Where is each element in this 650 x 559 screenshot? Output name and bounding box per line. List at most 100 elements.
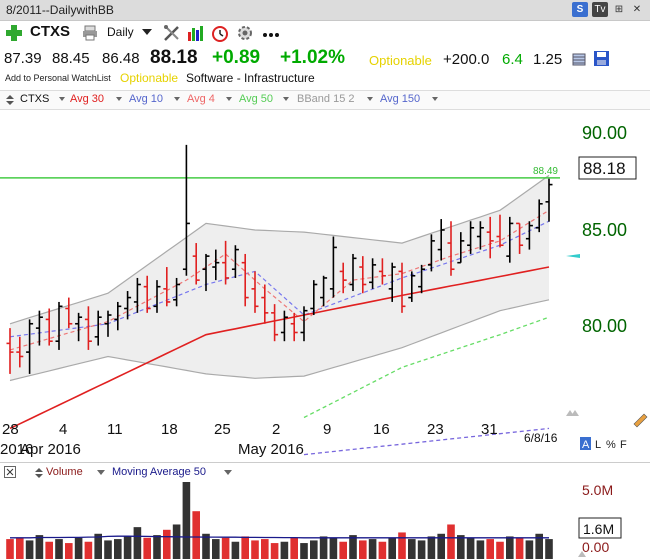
x-tick-2: 2 bbox=[272, 421, 280, 438]
month-label-apr: Apr 2016 bbox=[20, 441, 81, 458]
a-button-label: A bbox=[582, 439, 590, 451]
volume-bar bbox=[408, 539, 416, 559]
volume-bar bbox=[496, 541, 504, 559]
close-icon[interactable]: ✕ bbox=[632, 4, 642, 15]
volume-bar bbox=[525, 540, 534, 559]
high-price: 88.45 bbox=[52, 50, 90, 67]
bar-chart-icon[interactable] bbox=[187, 24, 205, 42]
save-icon[interactable] bbox=[593, 50, 610, 67]
volume-bar bbox=[545, 539, 553, 559]
print-icon[interactable] bbox=[82, 25, 98, 41]
scroll-up-icon-2[interactable] bbox=[571, 410, 579, 416]
legend-avg150[interactable]: Avg 150 bbox=[380, 93, 421, 105]
alarm-icon[interactable] bbox=[211, 24, 229, 42]
volume-bar bbox=[94, 533, 102, 559]
date-stamp: 6/8/16 bbox=[524, 431, 558, 445]
volume-ma-label[interactable]: Moving Average 50 bbox=[112, 466, 206, 478]
optionable-badge: Optionable bbox=[369, 53, 432, 68]
pencil-icon[interactable] bbox=[633, 413, 648, 428]
avg50-line bbox=[303, 316, 550, 419]
volume-bar bbox=[74, 537, 83, 559]
add-icon[interactable] bbox=[5, 24, 23, 42]
quote-bar: 87.39 88.45 86.48 88.18 +0.89 +1.02% Opt… bbox=[0, 47, 650, 71]
settings-icon[interactable] bbox=[236, 24, 254, 42]
x-tick-16: 16 bbox=[373, 421, 390, 438]
volume-bar bbox=[427, 536, 436, 559]
drag-handle-icon[interactable] bbox=[6, 95, 14, 105]
volume-bar bbox=[476, 540, 485, 559]
volume-bar bbox=[84, 541, 93, 559]
volume-bar bbox=[329, 537, 338, 559]
price-change: +0.89 bbox=[212, 47, 261, 68]
volume-bar bbox=[310, 540, 318, 559]
volume-bar bbox=[437, 533, 445, 559]
optionable-label: Optionable bbox=[120, 71, 179, 85]
legend-avg4[interactable]: Avg 4 bbox=[187, 93, 215, 105]
symbol-label[interactable]: CTXS bbox=[30, 23, 71, 40]
legend-symbol[interactable]: CTXS bbox=[20, 93, 50, 105]
drag-handle-icon-2[interactable] bbox=[35, 468, 43, 478]
volume-bar bbox=[339, 541, 347, 559]
price-chart[interactable]: 88.49 90.00 85.00 80.00 88.18 6/8/16 28 … bbox=[0, 108, 650, 460]
window-title: 8/2011--DailywithBB bbox=[6, 3, 114, 17]
band-lower-line bbox=[9, 299, 550, 382]
volume-bar bbox=[515, 537, 524, 559]
volume-chart[interactable]: 5.0M 1.6M 0.00 bbox=[0, 480, 650, 559]
volume-bar bbox=[35, 535, 44, 559]
volume-bar bbox=[251, 540, 259, 559]
sharing-icon[interactable]: S bbox=[572, 2, 588, 17]
axis-label-85: 85.00 bbox=[582, 220, 627, 240]
legend-avg10[interactable]: Avg 10 bbox=[129, 93, 164, 105]
volume-bar bbox=[221, 537, 230, 559]
last-price-box bbox=[578, 156, 637, 180]
chevron-down-icon-3[interactable] bbox=[224, 470, 232, 476]
volume-bar bbox=[398, 532, 406, 559]
volume-axis-max: 5.0M bbox=[582, 482, 613, 498]
volume-bar bbox=[172, 524, 181, 559]
rs-value: 6.4 bbox=[502, 51, 523, 68]
volume-bar bbox=[417, 540, 426, 559]
draw-tools-icon[interactable] bbox=[163, 24, 181, 42]
database-icon[interactable] bbox=[571, 51, 587, 67]
volume-bar bbox=[349, 535, 357, 559]
volume-label[interactable]: Volume bbox=[46, 466, 83, 478]
legend-bband[interactable]: BBand 15 2 bbox=[297, 93, 355, 105]
more-icon[interactable] bbox=[262, 32, 280, 38]
scroll-up-icon-3[interactable] bbox=[578, 551, 586, 557]
volume-bar bbox=[457, 535, 465, 559]
volume-bar bbox=[241, 536, 249, 559]
panel-buttons: A L % F bbox=[580, 437, 627, 451]
legend-avg30[interactable]: Avg 30 bbox=[70, 93, 105, 105]
volume-value-label: 1.6M bbox=[583, 521, 614, 537]
price-change-percent: +1.02% bbox=[280, 47, 345, 68]
add-to-watchlist-link[interactable]: Add to Personal WatchList bbox=[5, 73, 111, 83]
legend-avg50[interactable]: Avg 50 bbox=[239, 93, 274, 105]
band-upper-line bbox=[9, 174, 550, 325]
volume-bar bbox=[231, 541, 240, 559]
volume-bar bbox=[486, 539, 494, 559]
period-select[interactable]: Daily bbox=[107, 25, 134, 39]
sector-label: Software - Infrastructure bbox=[186, 71, 315, 85]
a-button[interactable] bbox=[580, 437, 591, 450]
f-button[interactable]: F bbox=[620, 439, 627, 451]
tv-icon[interactable]: Tv bbox=[592, 2, 608, 17]
volume-axis-zero: 0.00 bbox=[582, 539, 609, 555]
volume-bar bbox=[388, 537, 396, 559]
volume-bar bbox=[261, 539, 269, 559]
l-button[interactable]: L bbox=[595, 439, 601, 451]
volume-legend: Volume Moving Average 50 bbox=[0, 462, 650, 481]
volume-bar bbox=[143, 537, 151, 559]
x-tick-9: 9 bbox=[323, 421, 331, 438]
x-tick-4: 4 bbox=[59, 421, 67, 438]
maximize-icon[interactable]: ⊞ bbox=[614, 4, 624, 15]
volume-bar bbox=[6, 539, 14, 559]
close-panel-icon[interactable] bbox=[4, 466, 16, 478]
price-marker-icon bbox=[566, 254, 580, 258]
chevron-down-icon[interactable] bbox=[142, 29, 152, 37]
volume-bar bbox=[153, 535, 161, 559]
volume-bar bbox=[368, 539, 377, 559]
chevron-down-icon-2[interactable] bbox=[97, 470, 105, 476]
percent-button[interactable]: % bbox=[606, 439, 616, 451]
volume-bar bbox=[25, 540, 34, 559]
avg150-line bbox=[303, 427, 550, 456]
